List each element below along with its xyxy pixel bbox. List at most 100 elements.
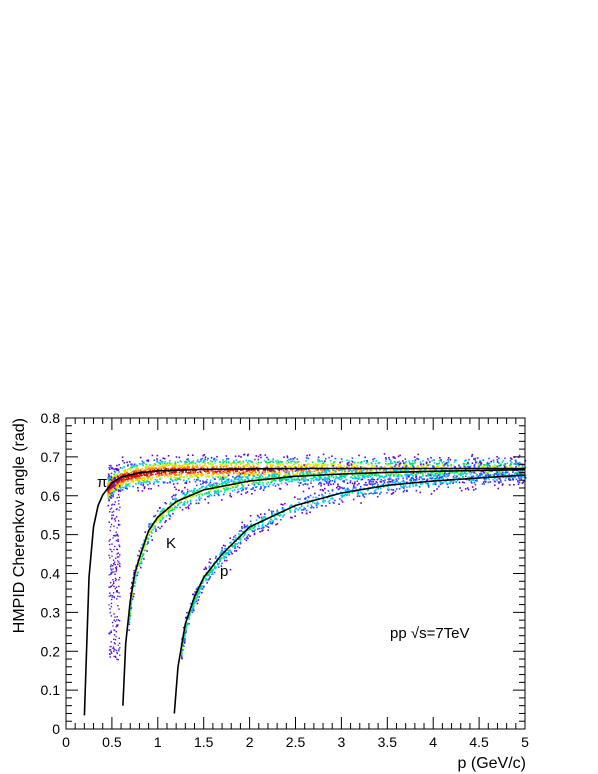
density-point [219, 470, 222, 473]
density-point [115, 534, 118, 536]
density-point [442, 477, 444, 480]
density-point [309, 463, 312, 466]
density-point [246, 472, 249, 475]
density-point [335, 475, 337, 478]
density-point [224, 465, 226, 467]
density-point [119, 474, 122, 476]
density-point [141, 479, 144, 481]
density-point [188, 471, 190, 474]
density-point [140, 557, 142, 559]
density-point [416, 465, 419, 468]
density-point [324, 469, 326, 471]
density-point [317, 458, 319, 461]
density-point [414, 459, 417, 461]
density-point [327, 469, 329, 472]
density-point [515, 472, 518, 474]
density-point [379, 487, 382, 490]
density-point [443, 460, 445, 463]
density-point [231, 546, 234, 548]
density-point [152, 465, 154, 467]
density-point [493, 480, 496, 483]
density-point [148, 465, 150, 468]
density-point [169, 463, 171, 466]
density-point [317, 475, 319, 478]
density-point [473, 481, 476, 484]
density-point [372, 477, 374, 479]
density-point [297, 476, 300, 479]
density-point [160, 510, 162, 513]
density-point [399, 463, 402, 466]
density-point [143, 473, 145, 475]
density-point [244, 471, 247, 473]
density-point [490, 460, 492, 463]
density-point [341, 477, 343, 480]
density-point [195, 600, 198, 603]
density-point [143, 549, 146, 552]
density-point [243, 534, 246, 537]
density-point [173, 508, 175, 511]
density-point [192, 495, 195, 498]
density-point [401, 469, 403, 472]
density-point [330, 463, 333, 466]
density-point [132, 586, 135, 589]
density-point [308, 487, 310, 490]
density-point [153, 481, 156, 483]
density-point [302, 476, 305, 479]
density-point [200, 475, 203, 477]
density-point [362, 494, 364, 496]
density-point [214, 492, 216, 495]
density-point [402, 490, 405, 493]
density-point [222, 465, 225, 468]
density-point [439, 476, 441, 479]
density-point [275, 472, 277, 475]
density-point [236, 484, 239, 487]
density-point [144, 479, 146, 481]
density-point [477, 462, 480, 465]
density-point [282, 503, 284, 506]
density-point [300, 464, 303, 467]
density-point [379, 493, 381, 495]
density-point [162, 481, 164, 483]
density-point [193, 494, 195, 497]
density-point [459, 487, 461, 489]
density-point [522, 481, 524, 484]
density-point [513, 463, 515, 465]
density-point [321, 464, 324, 467]
density-point [187, 458, 189, 460]
density-point [196, 594, 199, 596]
density-point [482, 471, 485, 473]
density-point [334, 499, 336, 502]
density-point [150, 477, 153, 479]
density-point [343, 479, 345, 482]
density-point [306, 483, 309, 486]
density-point [162, 471, 165, 473]
density-point [402, 484, 405, 487]
density-point [220, 490, 222, 492]
density-point [170, 476, 173, 478]
density-point [164, 465, 166, 468]
density-point [449, 482, 452, 485]
density-point [505, 477, 507, 480]
density-point [290, 516, 292, 519]
density-point [243, 475, 246, 477]
density-point [156, 476, 158, 479]
density-point [385, 458, 387, 460]
density-point [395, 478, 397, 480]
density-point [397, 464, 399, 467]
density-point [243, 525, 246, 528]
density-point [253, 472, 256, 475]
density-point [505, 476, 508, 478]
density-point [427, 486, 430, 488]
density-point [375, 488, 377, 491]
density-point [117, 482, 119, 484]
density-point [409, 473, 412, 476]
density-point [487, 481, 490, 484]
density-point [130, 475, 132, 478]
density-point [169, 514, 171, 517]
density-point [135, 572, 137, 574]
density-point [368, 492, 371, 495]
density-point [347, 470, 350, 472]
density-point [144, 544, 147, 547]
density-point [304, 479, 307, 482]
density-point [155, 530, 157, 532]
